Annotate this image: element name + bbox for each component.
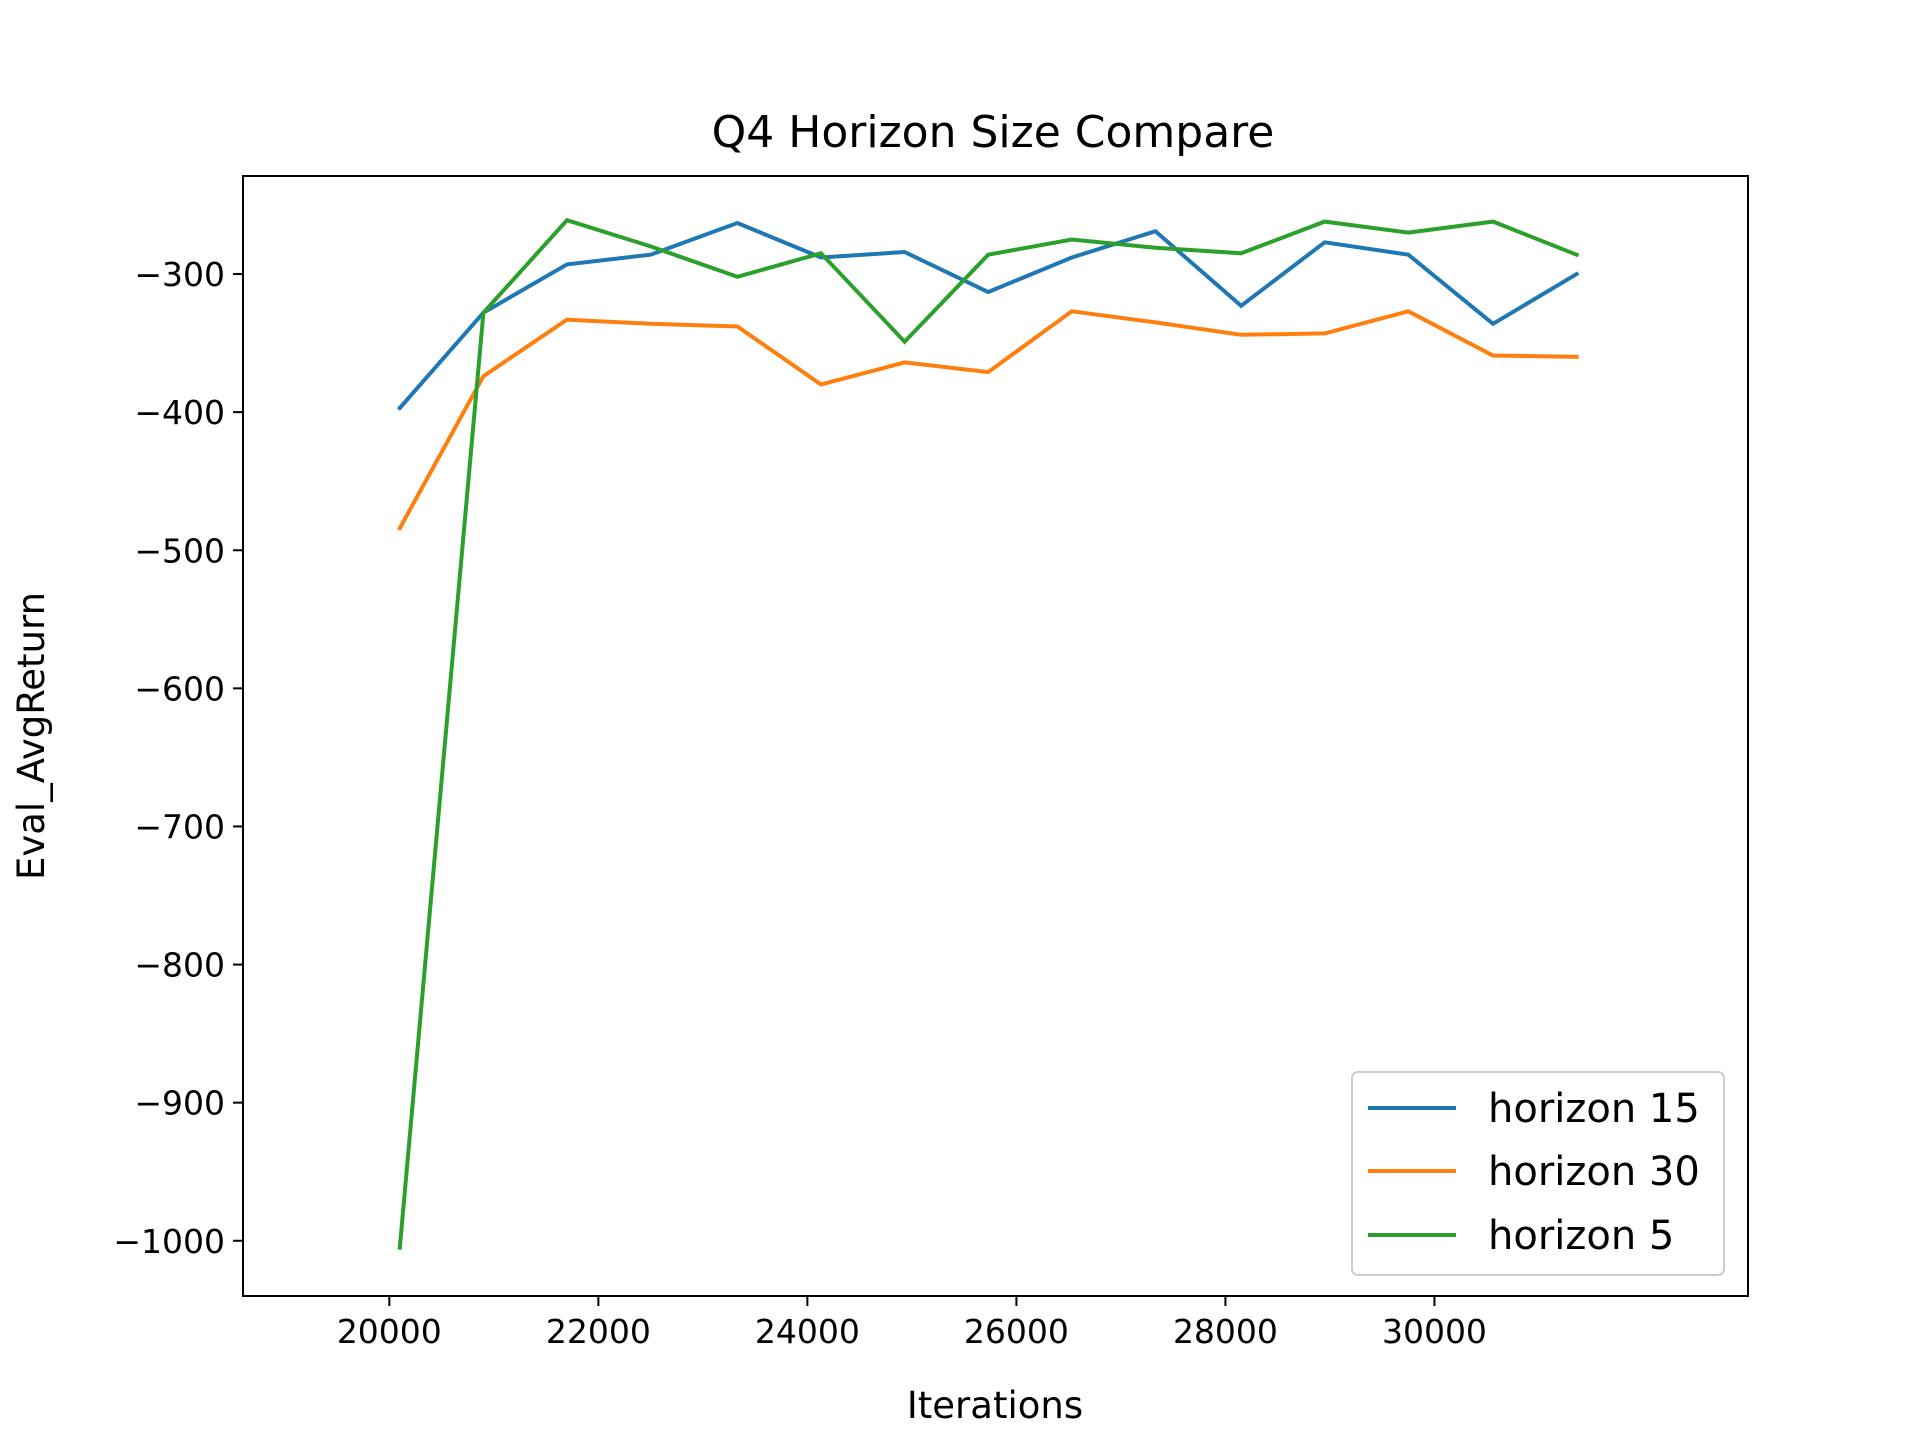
y-tick-label: −800 bbox=[134, 946, 225, 985]
plot-area-frame bbox=[242, 175, 1749, 1297]
x-axis: 20000 22000 24000 26000 28000 30000 bbox=[337, 1296, 1487, 1351]
x-tick-label: 26000 bbox=[964, 1312, 1069, 1351]
legend: horizon 15 horizon 30 horizon 5 bbox=[1351, 1071, 1725, 1276]
series-layer bbox=[396, 217, 1580, 1250]
y-tick-label: −900 bbox=[134, 1084, 225, 1123]
x-tick-label: 28000 bbox=[1173, 1312, 1278, 1351]
legend-label: horizon 5 bbox=[1488, 1213, 1674, 1259]
x-axis-label: Iterations bbox=[907, 1384, 1083, 1427]
x-tick-label: 24000 bbox=[755, 1312, 860, 1351]
chart-title: Q4 Horizon Size Compare bbox=[712, 107, 1275, 158]
legend-box bbox=[1351, 1071, 1725, 1276]
y-tick-label: −500 bbox=[134, 531, 225, 570]
series-line-horizon-30 bbox=[397, 309, 1579, 531]
y-tick-label: −400 bbox=[134, 393, 225, 432]
y-tick-label: −600 bbox=[134, 669, 225, 708]
y-tick-label: −700 bbox=[134, 807, 225, 846]
x-tick-label: 22000 bbox=[546, 1312, 651, 1351]
y-axis: −300 −400 −500 −600 −700 −800 −900 −1000 bbox=[113, 255, 243, 1261]
legend-label: horizon 30 bbox=[1488, 1149, 1700, 1195]
series-line-horizon-15 bbox=[396, 220, 1580, 411]
y-tick-label: −1000 bbox=[113, 1222, 225, 1261]
legend-label: horizon 15 bbox=[1488, 1086, 1700, 1132]
x-tick-label: 20000 bbox=[337, 1312, 442, 1351]
x-tick-label: 30000 bbox=[1382, 1312, 1487, 1351]
series-line-horizon-5 bbox=[397, 217, 1580, 1250]
y-axis-label: Eval_AvgReturn bbox=[10, 592, 53, 880]
y-tick-label: −300 bbox=[134, 255, 225, 294]
